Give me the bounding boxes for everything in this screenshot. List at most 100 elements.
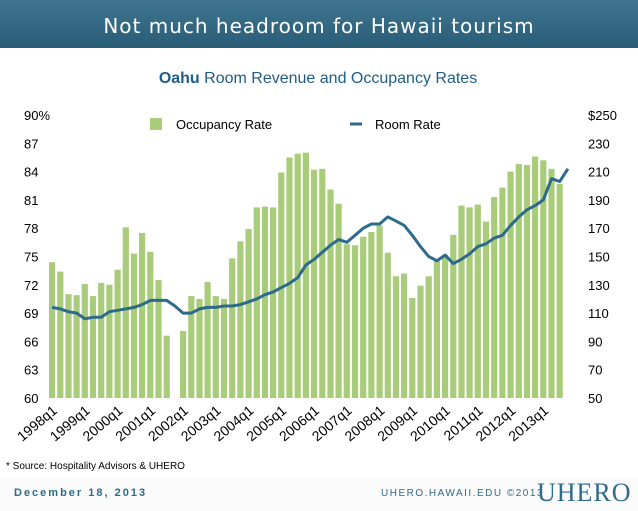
occupancy-bar (220, 298, 228, 398)
left-axis-tick: 72 (24, 278, 38, 293)
occupancy-bars (49, 152, 563, 398)
occupancy-bar (204, 282, 211, 398)
occupancy-bar (139, 232, 146, 398)
source-note: * Source: Hospitality Advisors & UHERO (6, 461, 185, 472)
legend: Occupancy Rate Room Rate (150, 117, 441, 132)
occupancy-bar (98, 282, 105, 398)
left-axis-tick: 69 (24, 306, 38, 321)
left-axis-tick: 60 (24, 391, 38, 406)
occupancy-bar (147, 251, 154, 398)
legend-label-room-rate: Room Rate (375, 117, 441, 132)
occupancy-bar (311, 169, 318, 398)
occupancy-bar (450, 234, 457, 398)
occupancy-bar (319, 168, 326, 398)
chart-title-rest: Room Revenue and Occupancy Rates (200, 70, 477, 87)
occupancy-bar (130, 253, 138, 398)
right-axis-tick: 150 (588, 250, 610, 265)
occupancy-bar (155, 280, 162, 398)
occupancy-bar (261, 206, 269, 398)
footer-date: December 18, 2013 (14, 487, 148, 499)
right-axis-tick: 210 (588, 165, 610, 180)
right-axis-tick: 230 (588, 136, 610, 151)
uhero-logo: UHERO (537, 478, 632, 507)
legend-label-occupancy: Occupancy Rate (176, 117, 272, 132)
left-axis: 90% 87 84 81 78 75 72 69 66 63 60 (24, 108, 50, 406)
occupancy-bar (106, 284, 113, 398)
right-axis-tick: 110 (588, 306, 609, 321)
occupancy-bar (343, 244, 350, 398)
occupancy-bar (491, 197, 498, 398)
occupancy-bar (278, 172, 285, 398)
occupancy-bar (229, 258, 236, 398)
footer (0, 478, 638, 511)
occupancy-bar (65, 294, 72, 398)
left-axis-tick: 81 (24, 193, 38, 208)
legend-swatch-occupancy (150, 118, 162, 130)
occupancy-bar (515, 164, 522, 398)
occupancy-bar (368, 232, 375, 398)
left-axis-tick: 66 (24, 334, 38, 349)
left-axis-tick: 84 (24, 165, 38, 180)
right-axis-tick: 50 (588, 391, 602, 406)
occupancy-bar (286, 157, 293, 398)
left-axis-tick: 78 (24, 221, 38, 236)
occupancy-bar (474, 204, 481, 398)
occupancy-bar (335, 203, 342, 398)
left-axis-tick: 90% (24, 108, 50, 123)
occupancy-bar (433, 260, 440, 398)
occupancy-bar (89, 296, 97, 398)
occupancy-bar (122, 227, 129, 398)
occupancy-bar (507, 171, 514, 398)
occupancy-bar (302, 152, 309, 398)
occupancy-bar (212, 296, 219, 398)
occupancy-bar (57, 271, 64, 398)
right-axis: $250 230 210 190 170 150 130 110 90 70 50 (588, 108, 617, 406)
occupancy-bar (163, 335, 170, 398)
occupancy-bar (532, 156, 539, 398)
right-axis-tick: $250 (588, 108, 617, 123)
occupancy-bar (376, 225, 383, 398)
occupancy-bar (425, 276, 432, 398)
occupancy-bar (351, 245, 359, 398)
occupancy-bar (466, 207, 473, 398)
occupancy-bar (327, 189, 334, 398)
occupancy-bar (73, 295, 80, 398)
occupancy-bar (237, 241, 244, 398)
occupancy-bar (253, 207, 260, 398)
room-rate-line (51, 167, 570, 321)
occupancy-bar (270, 207, 277, 398)
right-axis-tick: 70 (588, 363, 602, 378)
right-axis-tick: 170 (588, 221, 610, 236)
right-axis-tick: 90 (588, 334, 602, 349)
occupancy-bar (442, 254, 449, 398)
occupancy-bar (360, 236, 367, 398)
left-axis-tick: 75 (24, 250, 38, 265)
left-axis-tick: 87 (24, 136, 38, 151)
occupancy-bar (482, 221, 490, 398)
occupancy-bar (548, 168, 555, 398)
occupancy-bar (556, 183, 563, 398)
x-axis: 1998q11999q12000q12001q12002q12003q12004… (14, 402, 551, 444)
occupancy-bar (245, 229, 252, 398)
footer-url[interactable]: UHERO.HAWAII.EDU ©2013 (381, 488, 544, 499)
occupancy-bar (188, 296, 195, 398)
chart-title-bold: Oahu (159, 70, 200, 87)
occupancy-bar (401, 273, 408, 398)
occupancy-bar (417, 285, 424, 398)
occupancy-bar (81, 283, 88, 398)
occupancy-bar (458, 205, 465, 398)
occupancy-bar (49, 262, 56, 398)
occupancy-bar (499, 187, 506, 398)
occupancy-bar (180, 331, 187, 398)
occupancy-bar (392, 276, 400, 398)
occupancy-bar (409, 298, 416, 398)
occupancy-bar (114, 269, 121, 398)
right-axis-tick: 190 (588, 193, 610, 208)
occupancy-bar (523, 165, 531, 398)
occupancy-bar (196, 298, 203, 398)
occupancy-bar (384, 252, 391, 398)
slide-title: Not much headroom for Hawaii tourism (0, 0, 638, 48)
left-axis-tick: 63 (24, 363, 38, 378)
occupancy-bar (540, 160, 547, 398)
